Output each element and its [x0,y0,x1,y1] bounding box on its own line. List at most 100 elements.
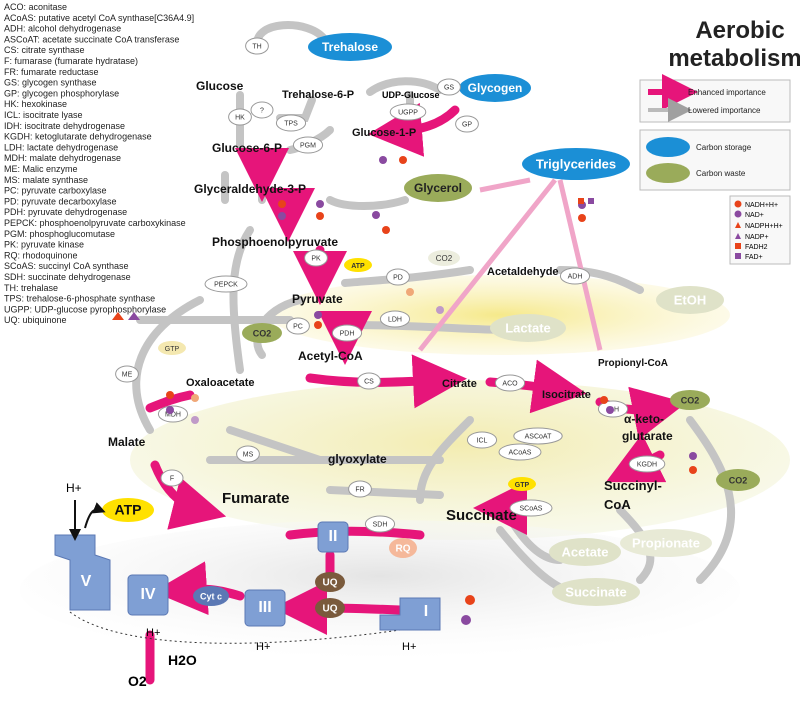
enzyme-q-circle [250,101,274,119]
abbreviation-item: MDH: malate dehydrogenase [4,153,121,163]
atp-synth-arrow [84,502,106,529]
abbreviation-item: UGPP: UDP-glucose pyrophosphorylase [4,304,166,314]
svg-text:GTP: GTP [165,346,180,353]
enzyme-ldh-label: LDH [388,316,402,323]
enzyme-acoas-circle [498,443,542,461]
cof-nadph: NADPH+H+ [745,223,783,230]
enzyme-q-label: ? [260,107,264,114]
carbon-legend: Carbon storage Carbon waste [639,129,791,191]
enzyme-pc-circle [286,317,310,335]
oxaloacetate-label: Oxaloacetate [186,377,254,389]
arrow-tg-acetyl [418,178,557,352]
glyoxylate-label: glyoxylate [328,452,387,466]
abbreviation-item: SCoAS: succinyl CoA synthase [4,261,129,271]
enzyme-acoas-label: ACoAS [509,449,532,456]
svg-text:RQ: RQ [396,544,411,555]
enzyme-cs-label: CS [364,378,374,385]
svg-text:UQ: UQ [323,578,338,589]
succinylcoa-label-1: Succinyl- [604,478,662,493]
enzyme-scoas-circle [509,499,553,517]
arrow-tg-propionyl [557,179,603,351]
svg-text:IV: IV [140,586,155,603]
enzyme-me-circle [115,365,139,383]
acetaldehyde-label: Acetaldehyde [487,266,559,278]
abbreviation-item: UQ: ubiquinone [4,315,67,325]
proton-label-2: H+ [146,627,160,639]
etoh-label: EtOH [674,292,707,307]
arrow-fumarase [150,460,227,530]
arrow-akg-out [686,416,736,584]
cof-nad: NAD+ [745,212,764,219]
nad-icon [734,210,742,218]
etoh-node: EtOH [656,286,724,314]
glycerol-label: Glycerol [414,181,462,195]
arrow-me [132,296,204,434]
enzyme-hk-circle [228,108,252,126]
svg-text:III: III [258,599,271,616]
enzyme-pdh-label: PDH [340,330,355,337]
abbreviation-item: ACoAS: putative acetyl CoA synthase[C36A… [4,13,194,23]
cytc-node: Cyt c [193,586,229,606]
abbreviation-item: HK: hexokinase [4,99,67,109]
abbreviation-item: GS: glycogen synthase [4,78,97,88]
enzyme-ascoat-label: ASCoAT [525,433,552,440]
abbreviation-item: SDH: succinate dehydrogenase [4,272,131,282]
enzyme-pgm-label: PGM [300,142,316,149]
abbreviation-item: F: fumarase (fumarate hydratase) [4,56,138,66]
lactate-node: Lactate [490,314,566,342]
glycogen-node: Glycogen [459,74,531,102]
membrane-proton-line [69,611,401,644]
title-line2: metabolism [668,45,800,72]
complex-i: I [379,597,441,631]
importance-legend: Enhanced importance Lowered importance [639,74,791,123]
enzyme-kgdh-label: KGDH [637,461,657,468]
enzyme-f-circle [160,469,184,487]
fumarate-label: Fumarate [222,490,290,507]
glycerol-node: Glycerol [404,174,472,202]
arrow-ms [226,426,324,464]
propionate-node: Propionate [620,529,712,557]
enzyme-pc-label: PC [293,323,303,330]
enzyme-pdh-circle [331,324,363,342]
legend-enhanced: Enhanced importance [688,88,766,97]
svg-text:ATP: ATP [115,502,142,518]
enzyme-adh-circle [559,267,591,285]
enzyme-hk-label: HK [235,114,245,121]
abbreviation-item: FR: fumarate reductase [4,67,99,77]
enzyme-ms-circle [236,445,260,463]
acetylcoa-label: Acetyl-CoA [298,349,363,363]
arrow-uq-iii [273,581,405,636]
svg-text:UQ: UQ [323,604,338,615]
arrow-udpglc [366,77,444,96]
legend-storage: Carbon storage [696,143,752,152]
glucose1p-label: Glucose-1-P [352,127,416,139]
enzyme-th-label: TH [252,43,261,50]
malate-label: Malate [108,435,146,449]
arrow-sdh-band [285,526,425,540]
enzyme-scoas-label: SCoAS [520,505,543,512]
mitochondria-disk [130,380,790,540]
enzyme-mdh-circle [157,405,189,423]
svg-text:CO2: CO2 [729,475,748,485]
abbreviation-item: PEPCK: phosphoenolpyruvate carboxykinase [4,218,186,228]
enzyme-icl-circle [466,431,498,449]
svg-text:CO2: CO2 [436,254,453,263]
glucose6p-label: Glucose-6-P [212,141,282,155]
enzyme-tps-circle [275,114,307,132]
abbreviation-item: ME: Malic enzyme [4,164,78,174]
enzyme-pgm-circle [292,136,324,154]
uq-node-1: UQ [315,572,345,592]
proton-label-3: H+ [256,641,270,653]
nadp-icon [735,233,741,239]
enzyme-aco-circle [494,374,526,392]
abbreviation-item: PK: pyruvate kinase [4,240,84,250]
enzyme-gs-label: GS [444,84,454,91]
arrow-gp [368,102,460,157]
enzyme-pepck-label: PEPCK [214,281,238,288]
abbreviation-item: PC: pyruvate carboxylase [4,186,107,196]
arrow-glycerol-g3p [326,196,409,210]
atp-oval-big: ATP [102,498,154,522]
cof-nadp: NADP+ [745,234,769,241]
akg-label-2: glutarate [622,429,673,443]
abbreviation-item: PDH: pyruvate dehydrogenase [4,207,127,217]
